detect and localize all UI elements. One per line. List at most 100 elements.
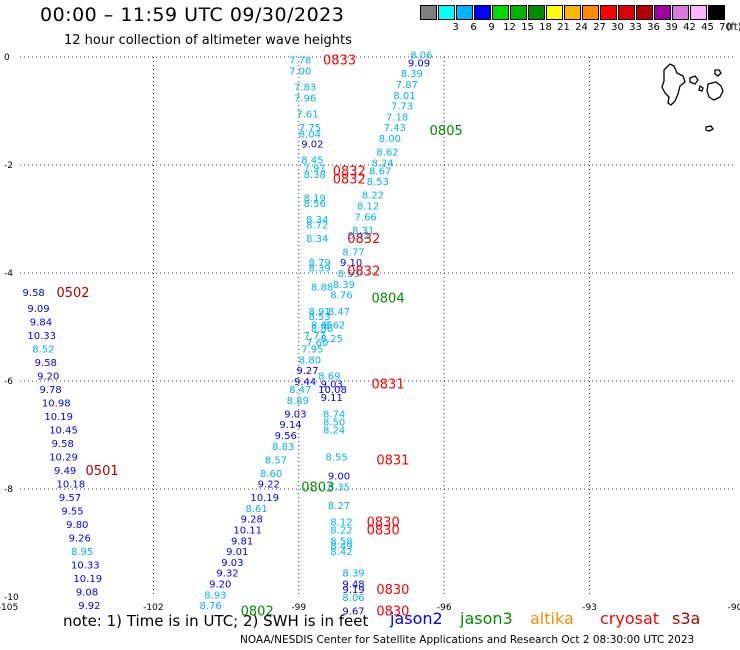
pass-time-label: 0832: [347, 232, 380, 247]
swh-value: 7.73: [391, 102, 413, 113]
swh-value: 8.60: [260, 469, 282, 480]
colorbar-label: 45: [701, 22, 714, 33]
satellite-legend-item: jason3: [460, 609, 513, 628]
swh-value: 8.24: [323, 426, 345, 437]
swh-value: 8.95: [71, 547, 93, 558]
lat-tick-label: -6: [4, 377, 13, 387]
colorbar-swatch: [654, 5, 671, 20]
lat-tick-label: 0: [4, 53, 10, 63]
swh-value: 8.57: [265, 455, 287, 466]
satellite-legend-item: altika: [530, 609, 574, 628]
swh-value: 8.34: [306, 215, 328, 226]
swh-value: 8.01: [393, 91, 415, 102]
swh-value: 8.52: [32, 345, 54, 356]
swh-value: 7.00: [289, 67, 311, 78]
swh-value: 10.33: [27, 331, 56, 342]
swh-value: 9.09: [408, 58, 430, 69]
swh-points: 7.787.00 7.837.96 7.61 7.758.049.02 8.457.91…: [23, 50, 433, 617]
colorbar-swatch: [456, 5, 473, 20]
island-shape: [698, 84, 704, 92]
swh-value: 9.20: [37, 372, 59, 383]
swh-value: 8.31: [352, 226, 374, 237]
swh-value: 8.35: [328, 482, 350, 493]
swh-value: 9.10: [340, 258, 362, 269]
swh-value: 8.22: [330, 526, 352, 537]
lon-tick-label: -105: [0, 603, 18, 613]
swh-value: 8.62: [323, 320, 345, 331]
pass-time-label: 0831: [372, 378, 405, 393]
swh-value: 9.92: [78, 601, 100, 612]
pass-time-label: 0830: [367, 524, 400, 539]
credit-line: NOAA/NESDIS Center for Satellite Applica…: [240, 634, 695, 646]
swh-value: 9.27: [296, 366, 318, 377]
pass-time-label: 0830: [376, 605, 409, 620]
pass-time-label: 0832: [333, 173, 366, 188]
swh-value: 7.91: [304, 164, 326, 175]
swh-value: 9.56: [275, 431, 297, 442]
swh-value: 9.78: [40, 385, 62, 396]
swh-value: 7.18: [386, 112, 408, 123]
swh-value: 7.60: [306, 338, 328, 349]
page-subtitle: 12 hour collection of altimeter wave hei…: [64, 33, 352, 48]
swh-value: 8.39: [333, 280, 355, 291]
colorbar-swatch: [600, 5, 617, 20]
colorbar-label: 27: [593, 22, 606, 33]
pass-time-label: 0833: [323, 54, 356, 69]
swh-value: 8.12: [330, 517, 352, 528]
swh-value: 9.11: [321, 393, 343, 404]
island-shape: [714, 69, 722, 77]
lon-tick-label: -93: [582, 603, 597, 613]
swh-value: 8.61: [245, 504, 267, 515]
lon-tick-label: -99: [291, 603, 306, 613]
swh-value: 8.56: [304, 199, 326, 210]
galapagos-islands: [661, 63, 724, 132]
swh-value: 8.39: [308, 264, 330, 275]
swh-value: 8.93: [204, 590, 226, 601]
swh-value: 8.50: [323, 418, 345, 429]
swh-value: 8.39: [342, 569, 364, 580]
swh-value: 8.19: [304, 193, 326, 204]
island-shape: [705, 125, 714, 132]
swh-value: 10.19: [73, 574, 102, 585]
swh-value: 10.45: [49, 426, 78, 437]
swh-value: 9.67: [342, 607, 364, 618]
swh-value: 9.55: [61, 507, 83, 518]
swh-value: 9.03: [321, 380, 343, 391]
swh-value: 9.57: [59, 493, 81, 504]
colorbar-label: 12: [503, 22, 516, 33]
colorbar-label: 36: [647, 22, 660, 33]
swh-value: 10.29: [49, 453, 78, 464]
swh-value: 9.26: [69, 534, 91, 545]
colorbar-swatch: [672, 5, 689, 20]
swh-value: 8.77: [342, 247, 364, 258]
lon-tick-label: -102: [143, 603, 163, 613]
swh-value: 8.38: [304, 170, 326, 181]
pass-time-label: 0803: [301, 480, 334, 495]
colorbar-swatch: [618, 5, 635, 20]
swh-value: 9.22: [258, 480, 280, 491]
swh-value: 8.24: [372, 158, 394, 169]
swh-value: 7.77: [304, 331, 326, 342]
pass-time-label: 0832: [347, 264, 380, 279]
swh-value: 8.53: [367, 177, 389, 188]
pass-time-label: 0830: [376, 583, 409, 598]
swh-value: 10.19: [250, 493, 279, 504]
swh-value: 8.06: [342, 593, 364, 604]
pass-time-label: 0830: [367, 515, 400, 530]
colorbar-swatch: [690, 5, 707, 20]
colorbar-swatch: [474, 5, 491, 20]
swh-value: 8.34: [306, 234, 328, 245]
swh-value: 9.03: [284, 409, 306, 420]
colorbar-label: 15: [521, 22, 534, 33]
footer-note: note: 1) Time is in UTC; 2) SWH is in fe…: [63, 612, 369, 630]
swh-value: 8.76: [330, 291, 352, 302]
swh-value: 9.28: [241, 515, 263, 526]
island-shape: [689, 75, 699, 85]
swh-value: 9.44: [294, 377, 316, 388]
swh-value: 9.81: [231, 536, 253, 547]
swh-value: 8.88: [311, 283, 333, 294]
swh-value: 7.95: [301, 345, 323, 356]
swh-value: 9.84: [30, 318, 52, 329]
swh-value: 9.58: [23, 288, 45, 299]
